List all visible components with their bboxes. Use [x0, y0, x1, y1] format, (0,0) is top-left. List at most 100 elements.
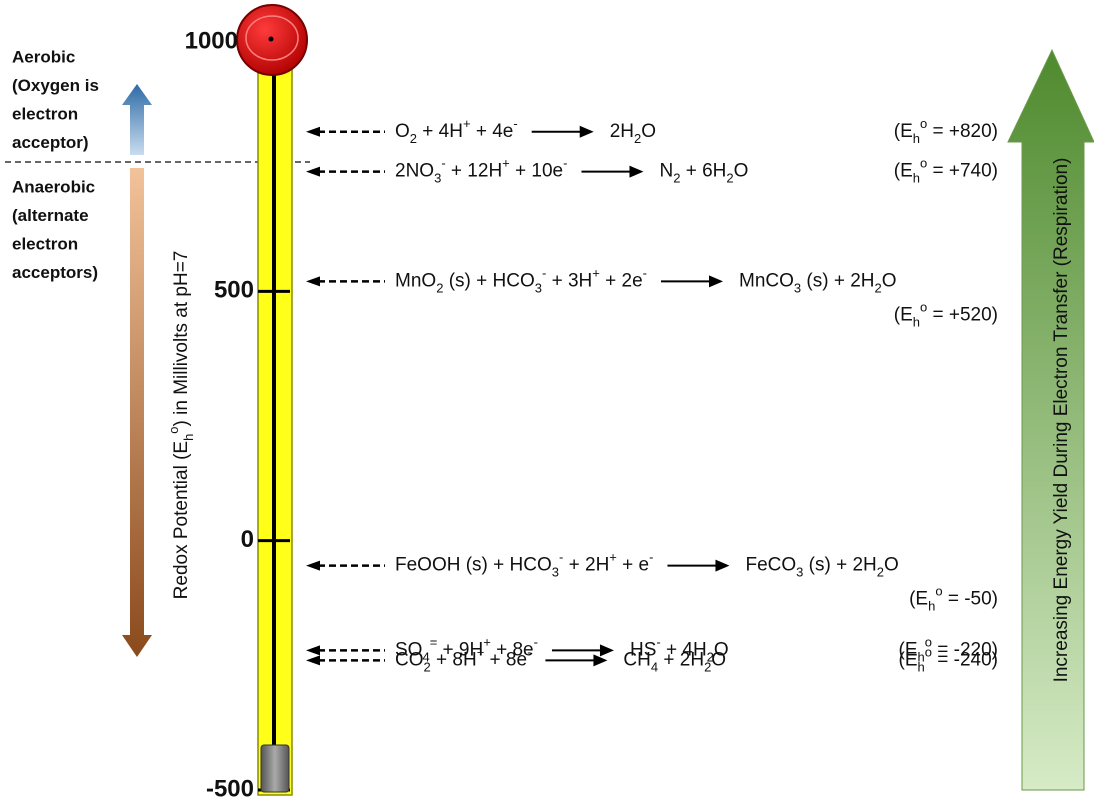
subscript: 2	[424, 659, 431, 674]
text-part: =	[932, 639, 954, 660]
supscript: o	[925, 634, 932, 649]
text-part: =	[927, 304, 949, 325]
text-part: (E	[894, 161, 913, 182]
products: CH4 + 2H2O	[623, 649, 726, 674]
supscript: o	[920, 116, 927, 131]
energy-arrow	[1007, 48, 1094, 791]
supscript: o	[920, 299, 927, 314]
subscript: 2	[673, 171, 680, 186]
tick-label: 500	[214, 277, 254, 304]
text-part: HS	[630, 639, 656, 660]
anaerobic-label: (alternate	[12, 206, 89, 225]
products: N2 + 6H2O	[659, 161, 748, 186]
energy-label: Increasing Energy Yield During Electron …	[1051, 158, 1072, 683]
text-part: + 8H	[431, 649, 477, 670]
text-part: O	[395, 121, 410, 142]
supscript: o	[166, 426, 181, 433]
supscript: +	[609, 550, 617, 565]
subscript: h	[918, 659, 925, 674]
subscript: 2	[704, 659, 711, 674]
text-part: +740	[949, 161, 992, 182]
anaerobic-label: Anaerobic	[12, 177, 95, 196]
potential: (Eho = +740)	[894, 156, 998, 186]
supscript: -	[441, 156, 445, 171]
text-part: O	[884, 555, 899, 576]
text-part: 2H	[610, 121, 634, 142]
potential: (Eho = -50)	[909, 584, 998, 614]
reaction-arrow-head	[715, 559, 730, 572]
potential: (Eho = -220)	[899, 634, 998, 664]
subscript: 3	[434, 171, 441, 186]
pointer-arrow	[306, 560, 385, 571]
subscript: 2	[875, 280, 882, 295]
text-part: )	[992, 649, 998, 670]
text-part: + 8e	[484, 649, 527, 670]
text-part: -240	[954, 649, 992, 670]
supscript: -	[563, 156, 567, 171]
text-part: MnO	[395, 270, 436, 291]
supscript: =	[430, 634, 438, 649]
subscript: 3	[796, 565, 803, 580]
pointer-arrow	[306, 645, 385, 656]
potential: (Eho = +520)	[894, 299, 998, 329]
axis-label: Redox Potential (Eho) in Millivolts at p…	[166, 251, 196, 600]
aerobic-arrow	[122, 84, 152, 155]
reaction-arrow-head	[599, 644, 614, 657]
subscript: h	[928, 599, 935, 614]
supscript: -	[542, 265, 546, 280]
text-part: (E	[894, 121, 913, 142]
supscript: +	[592, 265, 600, 280]
reactants: CO2 + 8H+ + 8e-	[395, 644, 531, 674]
text-part: + 4e	[471, 121, 514, 142]
products: FeCO3 (s) + 2H2O	[745, 555, 898, 580]
subscript: 2	[410, 131, 417, 146]
text-part: O	[711, 649, 726, 670]
subscript: 3	[794, 280, 801, 295]
text-part: + 2H	[563, 555, 609, 576]
text-part: O	[641, 121, 656, 142]
pointer-arrow	[306, 166, 385, 177]
supscript: -	[643, 265, 647, 280]
text-part: =	[927, 121, 949, 142]
supscript: -	[656, 634, 660, 649]
text-part: MnCO	[739, 270, 794, 291]
text-part: + 4H	[661, 639, 707, 660]
text-part: -50	[964, 589, 991, 610]
bulb-highlight	[245, 15, 299, 61]
potential: (Eho = -240)	[899, 644, 998, 674]
text-part: FeCO	[745, 555, 796, 576]
pointer-head	[306, 126, 320, 137]
text-part: -220	[954, 639, 992, 660]
supscript: -	[534, 634, 538, 649]
potential: (Eho = +820)	[894, 116, 998, 146]
text-part: O	[882, 270, 897, 291]
text-part: O	[734, 161, 749, 182]
reaction-arrow-head	[579, 125, 594, 138]
text-part: CO	[395, 649, 424, 670]
text-part: )	[992, 121, 998, 142]
text-part: SO	[395, 639, 422, 660]
text-part: +520	[949, 304, 992, 325]
supscript: +	[483, 634, 491, 649]
supscript: o	[925, 644, 932, 659]
text-part: + 2H	[658, 649, 704, 670]
pointer-arrow	[306, 126, 385, 137]
reaction-arrow-head	[593, 654, 608, 667]
text-part: +820	[949, 121, 992, 142]
subscript: 2	[436, 280, 443, 295]
subscript: 3	[535, 280, 542, 295]
text-part: (E	[899, 649, 918, 670]
tick-label: 0	[241, 526, 254, 553]
pointer-arrow	[306, 276, 385, 287]
anaerobic-label: electron	[12, 234, 78, 253]
reactants: O2 + 4H+ + 4e-	[395, 116, 518, 146]
subscript: 4	[422, 649, 429, 664]
subscript: 3	[552, 565, 559, 580]
reaction-arrow-head	[709, 275, 723, 288]
text-part: + 9H	[437, 639, 483, 660]
text-part: )	[992, 161, 998, 182]
supscript: -	[513, 116, 517, 131]
subscript: h	[913, 171, 920, 186]
text-part: (s) + 2H	[801, 270, 874, 291]
